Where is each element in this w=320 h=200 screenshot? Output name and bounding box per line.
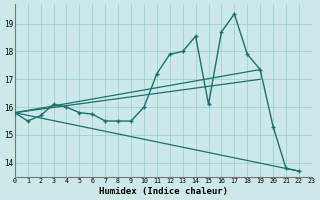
X-axis label: Humidex (Indice chaleur): Humidex (Indice chaleur) <box>99 187 228 196</box>
